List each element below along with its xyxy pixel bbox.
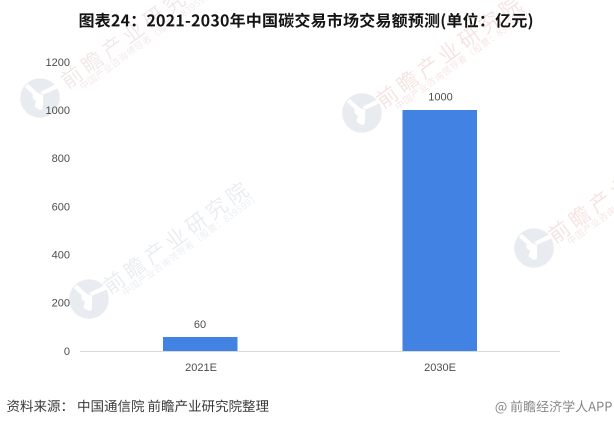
svg-text:800: 800 — [52, 153, 70, 165]
svg-text:400: 400 — [52, 250, 70, 262]
svg-text:1200: 1200 — [46, 57, 70, 69]
svg-text:1000: 1000 — [428, 92, 452, 104]
svg-text:60: 60 — [194, 319, 206, 331]
svg-text:2030E: 2030E — [424, 362, 456, 374]
svg-text:2021E: 2021E — [185, 362, 217, 374]
svg-text:0: 0 — [64, 346, 70, 358]
svg-text:600: 600 — [52, 201, 70, 213]
svg-text:200: 200 — [52, 298, 70, 310]
svg-text:1000: 1000 — [46, 105, 70, 117]
